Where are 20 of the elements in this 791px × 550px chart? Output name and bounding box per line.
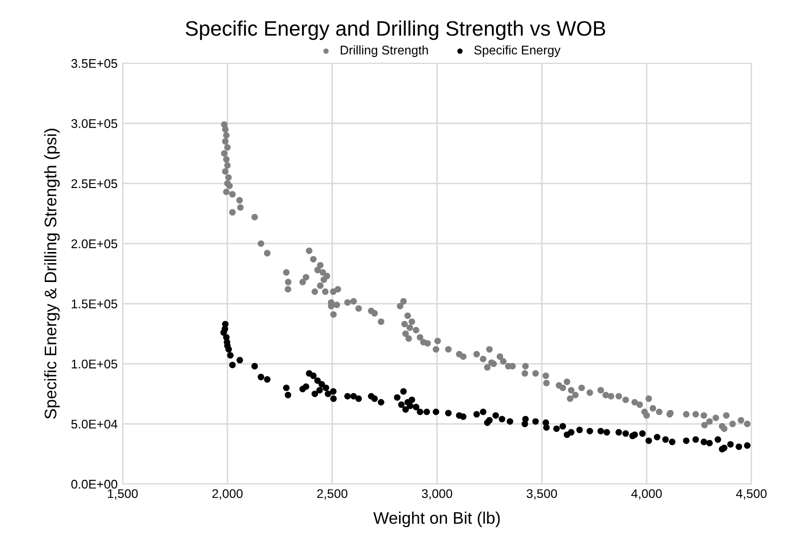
y-tick-label: 1.0E+05 [72, 360, 118, 368]
x-axis-title: Weight on Bit (lb) [373, 512, 500, 528]
x-tick-label: 3,500 [526, 489, 557, 500]
legend-label: Drilling Strength [340, 45, 428, 57]
y-tick-label: 2.0E+05 [71, 239, 118, 248]
x-tick-label: 2,500 [317, 489, 348, 500]
y-tick-label: 2.5E+05 [71, 179, 118, 188]
y-tick-label: 3.5E+05 [71, 59, 118, 68]
x-tick-label: 3,000 [422, 489, 452, 500]
x-tick-label: 2,000 [212, 489, 243, 500]
y-tick-label: 0.0E+00 [71, 480, 118, 489]
y-tick-label: 1.5E+05 [72, 299, 118, 308]
x-tick-label: 4,500 [736, 489, 767, 500]
y-tick-label: 5.0E+04 [71, 420, 118, 429]
y-tick-label: 3.0E+05 [71, 119, 118, 128]
legend-label: Specific Energy [474, 45, 561, 57]
x-tick-label: 1,500 [108, 489, 138, 500]
x-tick-label: 4,000 [631, 489, 662, 500]
y-axis-title: Specific Energy & Drilling Strength (psi) [44, 128, 60, 419]
chart-title: Specific Energy and Drilling Strength vs WOB [186, 20, 606, 40]
